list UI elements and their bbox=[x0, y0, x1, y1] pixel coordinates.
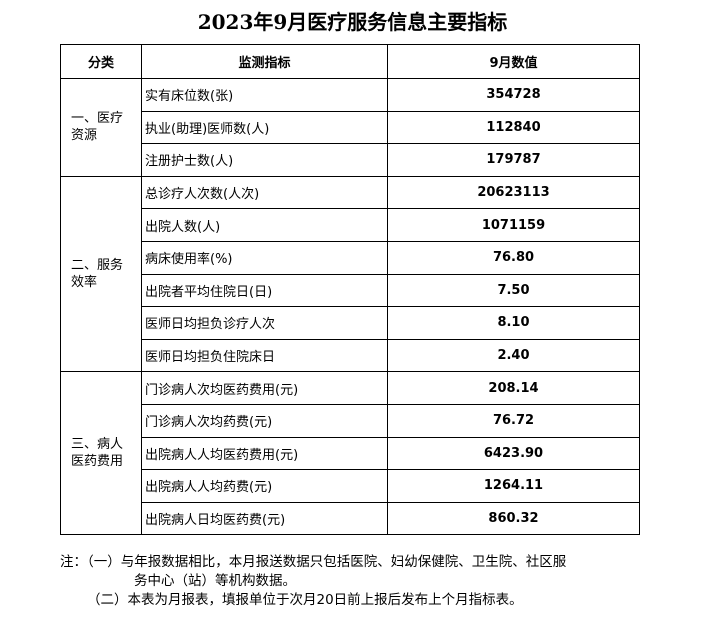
value-cell: 179787 bbox=[387, 143, 640, 177]
page-title: 2023年9月医疗服务信息主要指标 bbox=[197, 10, 508, 34]
header-value: 9月数值 bbox=[387, 44, 640, 79]
indicator-cell: 执业(助理)医师数(人) bbox=[141, 110, 388, 145]
category-cell: 三、病人医药费用 bbox=[60, 371, 142, 536]
indicator-cell: 实有床位数(张) bbox=[141, 78, 388, 112]
header-category: 分类 bbox=[60, 44, 142, 79]
table-row: 医师日均担负住院床日 2.40 bbox=[61, 338, 640, 373]
indicator-cell: 病床使用率(%) bbox=[141, 240, 388, 275]
table-row: 出院病人日均医药费(元) 860.32 bbox=[61, 501, 640, 536]
value-cell: 1071159 bbox=[387, 208, 640, 242]
table-row: 出院病人人均医药费用(元) 6423.90 bbox=[61, 436, 640, 471]
indicator-cell: 出院人数(人) bbox=[141, 208, 388, 242]
table-row: 二、服务效率 总诊疗人次数(人次) 20623113 bbox=[60, 175, 640, 373]
value-cell: 76.72 bbox=[387, 403, 640, 438]
indicator-cell: 医师日均担负诊疗人次 bbox=[141, 306, 388, 340]
indicator-cell: 出院病人日均医药费(元) bbox=[141, 501, 388, 536]
header-indicator: 监测指标 bbox=[141, 44, 388, 79]
table-row: 门诊病人次均药费(元) 76.72 bbox=[61, 403, 640, 438]
value-cell: 6423.90 bbox=[387, 436, 640, 471]
table-row: 注册护士数(人) 179787 bbox=[61, 143, 640, 177]
value-cell: 20623113 bbox=[387, 175, 640, 210]
table-header: 分类 监测指标 9月数值 bbox=[60, 44, 640, 79]
table-row: 出院病人人均药费(元) 1264.11 bbox=[61, 469, 640, 503]
table-row: 出院者平均住院日(日) 7.50 bbox=[61, 273, 640, 308]
table-row: 执业(助理)医师数(人) 112840 bbox=[61, 110, 640, 145]
indicator-cell: 门诊病人次均医药费用(元) bbox=[141, 371, 388, 405]
note-1-cont: 务中心（站）等机构数据。 bbox=[134, 573, 296, 589]
indicator-cell: 总诊疗人次数(人次) bbox=[141, 175, 388, 210]
value-cell: 2.40 bbox=[387, 338, 640, 373]
table-row: 出院人数(人) 1071159 bbox=[61, 208, 640, 242]
indicator-cell: 注册护士数(人) bbox=[141, 143, 388, 177]
category-cell: 一、医疗资源 bbox=[60, 78, 142, 177]
indicator-cell: 出院者平均住院日(日) bbox=[141, 273, 388, 308]
value-cell: 354728 bbox=[387, 78, 640, 112]
value-cell: 7.50 bbox=[387, 273, 640, 308]
indicator-cell: 门诊病人次均药费(元) bbox=[141, 403, 388, 438]
value-cell: 860.32 bbox=[387, 501, 640, 536]
table-row: 医师日均担负诊疗人次 8.10 bbox=[61, 306, 640, 340]
value-cell: 208.14 bbox=[387, 371, 640, 405]
note-1: （一）与年报数据相比，本月报送数据只包括医院、妇幼保健院、卫生院、社区服 bbox=[87, 554, 567, 570]
indicator-cell: 出院病人人均医药费用(元) bbox=[141, 436, 388, 471]
value-cell: 1264.11 bbox=[387, 469, 640, 503]
note-2: （二）本表为月报表，填报单位于次月20日前上报后发布上个月指标表。 bbox=[87, 592, 523, 608]
value-cell: 76.80 bbox=[387, 240, 640, 275]
indicator-cell: 医师日均担负住院床日 bbox=[141, 338, 388, 373]
value-cell: 112840 bbox=[387, 110, 640, 145]
category-cell: 二、服务效率 bbox=[60, 175, 142, 373]
value-cell: 8.10 bbox=[387, 306, 640, 340]
table-row: 一、医疗资源 实有床位数(张) 354728 bbox=[60, 78, 640, 177]
indicator-table: 分类 监测指标 9月数值 一、医疗资源 实有床位数(张) 354728 执业(助理)医… bbox=[60, 44, 640, 536]
notes: 注：（一）与年报数据相比，本月报送数据只包括医院、妇幼保健院、卫生院、社区服 务… bbox=[60, 553, 566, 610]
indicator-cell: 出院病人人均药费(元) bbox=[141, 469, 388, 503]
notes-prefix: 注： bbox=[60, 554, 87, 570]
table-row: 三、病人医药费用 门诊病人次均医药费用(元) 208.14 bbox=[60, 371, 640, 536]
table-row: 病床使用率(%) 76.80 bbox=[61, 240, 640, 275]
